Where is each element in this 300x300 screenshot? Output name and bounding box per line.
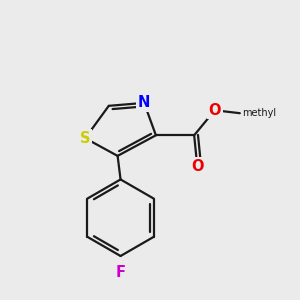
Text: methyl: methyl: [242, 108, 276, 118]
Text: S: S: [80, 131, 91, 146]
Text: O: O: [191, 159, 203, 174]
Text: N: N: [138, 95, 150, 110]
Text: O: O: [208, 103, 221, 118]
Text: F: F: [116, 265, 126, 280]
